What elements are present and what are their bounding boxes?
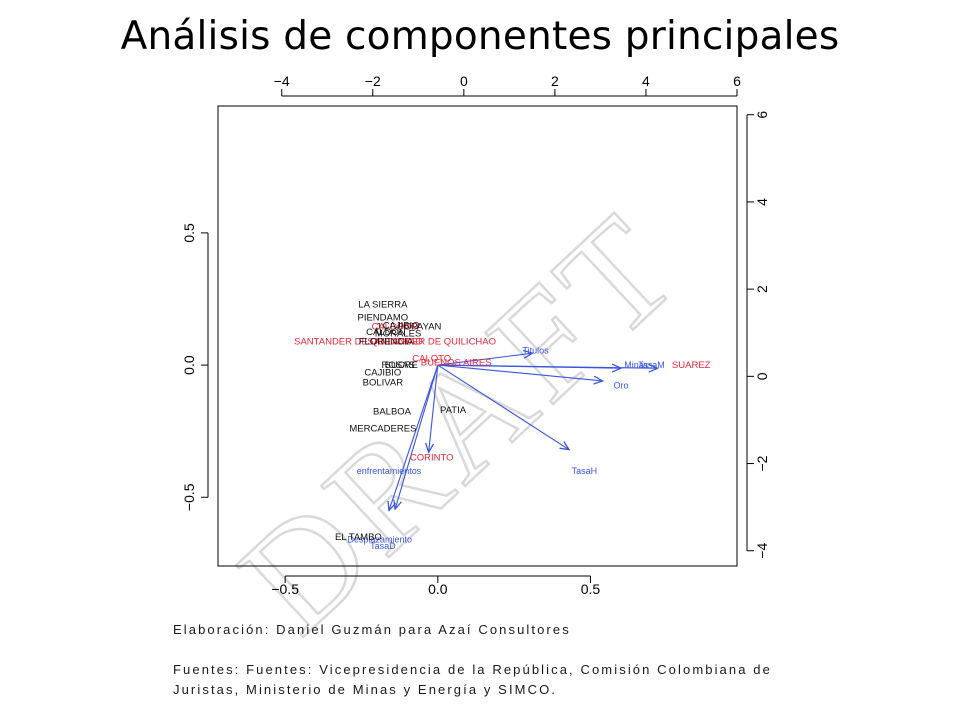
observation-label: CAJIBIO	[364, 367, 401, 378]
variable-arrow	[429, 365, 439, 452]
right-axis-tick-label: 4	[754, 198, 770, 206]
top-axis-tick-label: 0	[460, 73, 468, 89]
variable-label: Desplazamiento	[348, 535, 413, 545]
observation-label: PATIA	[440, 405, 467, 416]
plot-frame	[217, 105, 738, 567]
top-axis-tick-label: 4	[642, 73, 650, 89]
observation-label: BUENOS AIRES	[421, 357, 492, 368]
variable-label: TasaM	[638, 360, 665, 370]
variable-label: TasaD	[370, 541, 396, 551]
left-axis-tick-label: 0.0	[181, 355, 197, 375]
variable-label: enfrentamientos	[357, 466, 422, 476]
variable-label: Titulos	[522, 346, 549, 356]
observation-label: FLORENCIA	[359, 336, 414, 347]
slide-title: Análisis de componentes principales	[120, 14, 840, 59]
caption: Elaboración: Daniel Guzmán para Azaí Con…	[173, 620, 933, 700]
observation-label: LA SIERRA	[358, 299, 408, 310]
variable-arrow	[437, 364, 569, 450]
observation-label: SANTANDER DE QUILICHAO	[367, 336, 496, 347]
observation-label: POPAYAN	[398, 322, 442, 333]
observation-label: J…	[376, 322, 390, 333]
observation-label: SUCRE	[385, 360, 418, 371]
variable-arrow	[389, 364, 439, 510]
observation-label: CALDONO	[372, 322, 419, 333]
variable-arrow	[437, 364, 603, 381]
bottom-axis-tick-label: 0.0	[428, 581, 448, 597]
bottom-axis-tick-label: −0.5	[271, 581, 299, 597]
top-axis-tick-label: −2	[365, 73, 381, 89]
right-axis-tick-label: 0	[754, 372, 770, 380]
top-axis-tick-label: 2	[551, 73, 559, 89]
right-axis-tick-label: 2	[754, 285, 770, 293]
observation-label: CAJIBIO	[383, 320, 420, 331]
variable-arrow	[437, 353, 533, 366]
observation-label: CALOTO	[412, 353, 451, 364]
top-axis-tick-label: −4	[274, 73, 290, 89]
top-axis-tick-label: 6	[733, 73, 741, 89]
observation-label: BALBOA	[373, 406, 412, 417]
left-axis-tick-label: −0.5	[181, 483, 197, 511]
caption-author: Elaboración: Daniel Guzmán para Azaí Con…	[173, 622, 571, 637]
observation-label: EL TAMBO	[335, 532, 382, 543]
axes: −0.5 0.0 0.5 −0.5 0.0 0.5 −4 −2 0 2 4 6 −4 −2 0 2 4 6	[181, 73, 770, 597]
observation-label: BOLIVAR	[363, 377, 404, 388]
bottom-axis-tick-label: 0.5	[581, 581, 601, 597]
variable-arrow	[437, 365, 658, 368]
variable-arrow	[395, 364, 439, 509]
observation-label: SANTANDER DE QUILICHAO	[294, 336, 423, 347]
observation-label: SUAREZ	[672, 360, 711, 371]
observation-label: MERCADERES	[349, 424, 416, 435]
variable-label: Minas	[624, 360, 649, 370]
right-axis-tick-label: 6	[754, 111, 770, 119]
caption-sources-line2: Juristas, Ministerio de Minas y Energía …	[173, 682, 558, 697]
variable-label: Oro	[613, 381, 628, 391]
observation-label: ROSAS	[381, 360, 414, 371]
caption-sources-line1: Fuentes: Fuentes: Vicepresidencia de la …	[173, 662, 772, 677]
right-axis-tick-label: −4	[754, 543, 770, 559]
observation-label: CALDON	[366, 327, 406, 338]
observation-label: CORINTO	[410, 453, 454, 464]
variable-label: TasaH	[572, 466, 598, 476]
right-axis-tick-label: −2	[754, 455, 770, 471]
observation-label: MORALES	[375, 328, 421, 339]
left-axis-tick-label: 0.5	[181, 223, 197, 243]
observation-label: PIENDAMO	[358, 312, 409, 323]
